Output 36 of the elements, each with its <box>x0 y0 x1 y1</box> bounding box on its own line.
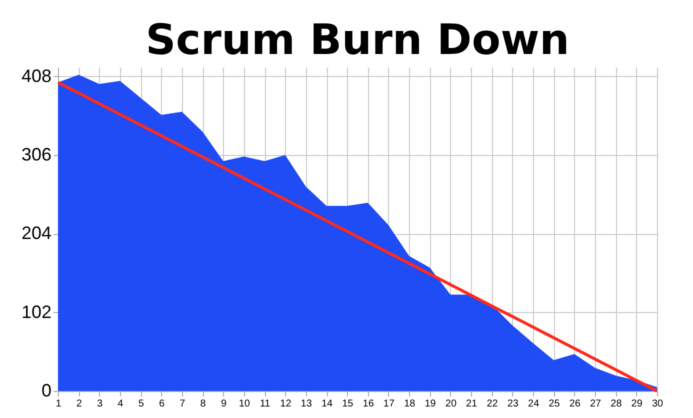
y-tick-label: 306 <box>21 144 52 164</box>
x-tick-label: 23 <box>507 398 519 410</box>
y-tick-label: 0 <box>41 380 52 400</box>
x-tick-label: 7 <box>180 398 186 410</box>
x-tick-label: 18 <box>404 398 416 410</box>
x-tick-label: 2 <box>76 398 82 410</box>
x-tick-label: 30 <box>652 398 664 410</box>
x-tick-label: 14 <box>321 398 334 410</box>
x-tick-label: 28 <box>610 398 622 410</box>
x-tick-label: 24 <box>528 398 540 410</box>
x-tick-label: 5 <box>138 398 144 410</box>
x-tick-label: 15 <box>342 398 354 410</box>
x-tick-label: 25 <box>548 398 560 410</box>
y-tick-label: 408 <box>21 66 52 86</box>
x-tick-label: 20 <box>445 398 457 410</box>
x-tick-label: 6 <box>158 398 165 410</box>
x-tick-label: 10 <box>238 398 250 410</box>
x-tick-label: 29 <box>631 398 643 410</box>
x-tick-label: 11 <box>260 398 271 410</box>
x-tick-label: 16 <box>362 398 374 410</box>
x-tick-label: 9 <box>220 398 227 410</box>
x-tick-label: 13 <box>300 398 312 410</box>
y-tick-label: 102 <box>21 302 52 322</box>
x-tick-label: 1 <box>56 398 62 410</box>
x-tick-label: 26 <box>569 398 581 410</box>
x-tick-label: 27 <box>590 398 602 410</box>
x-tick-label: 4 <box>118 398 124 410</box>
x-tick-label: 22 <box>486 398 498 410</box>
chart-title: Scrum Burn Down <box>146 15 570 64</box>
x-tick-label: 8 <box>200 398 206 410</box>
x-tick-label: 3 <box>97 398 104 410</box>
x-tick-label: 17 <box>383 398 395 410</box>
x-tick-label: 12 <box>280 398 292 410</box>
y-tick-label: 204 <box>21 223 52 244</box>
x-tick-label: 21 <box>466 398 478 410</box>
x-tick-label: 19 <box>424 398 436 410</box>
